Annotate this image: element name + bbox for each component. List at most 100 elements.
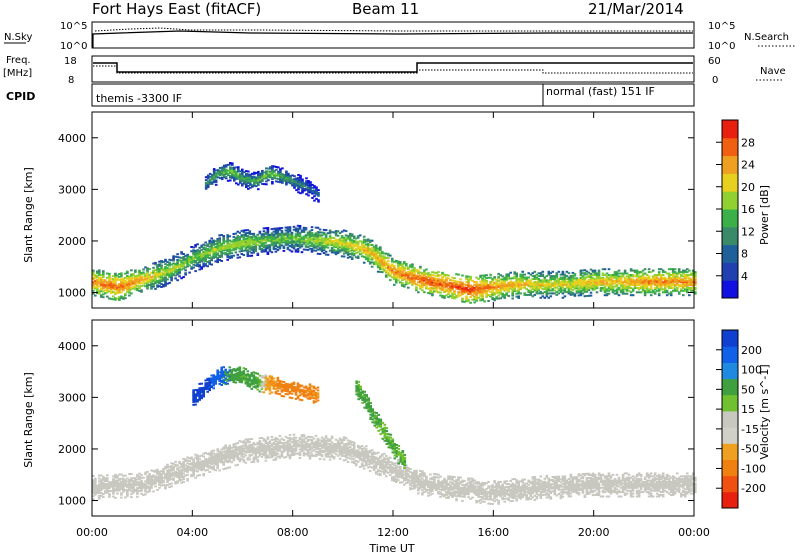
scatter-cell <box>264 445 268 448</box>
scatter-cell <box>252 234 256 237</box>
scatter-cell <box>259 181 262 184</box>
scatter-cell <box>393 270 396 273</box>
scatter-cell <box>166 466 169 469</box>
scatter-cell <box>166 272 169 275</box>
scatter-cell <box>106 491 109 494</box>
scatter-cell <box>372 255 376 258</box>
scatter-cell <box>128 284 131 287</box>
scatter-cell <box>236 446 240 449</box>
scatter-cell <box>579 276 583 279</box>
scatter-cell <box>539 275 543 278</box>
scatter-cell <box>407 278 410 281</box>
scatter-cell <box>489 295 492 298</box>
scatter-cell <box>569 288 573 290</box>
scatter-cell <box>407 276 410 279</box>
scatter-cell <box>254 239 258 242</box>
scatter-cell <box>419 281 422 284</box>
scatter-cell <box>521 283 524 286</box>
scatter-cell <box>643 287 647 289</box>
scatter-cell <box>292 240 296 243</box>
scatter-cell <box>587 274 591 277</box>
scatter-cell <box>589 285 593 288</box>
scatter-cell <box>160 481 163 484</box>
scatter-cell <box>216 170 220 173</box>
scatter-cell <box>226 253 229 255</box>
scatter-cell <box>176 263 179 266</box>
scatter-cell <box>362 247 366 250</box>
scatter-cell <box>374 248 378 251</box>
scatter-cell <box>250 448 254 451</box>
scatter-cell <box>275 166 278 168</box>
scatter-cell <box>112 282 115 285</box>
scatter-cell <box>686 285 689 288</box>
scatter-cell <box>186 456 189 459</box>
scatter-cell <box>429 279 432 282</box>
scatter-cell <box>176 480 179 483</box>
scatter-cell <box>625 292 629 295</box>
scatter-cell <box>605 275 609 278</box>
scatter-cell <box>581 275 585 278</box>
scatter-cell <box>192 467 195 470</box>
scatter-cell <box>306 246 310 248</box>
scatter-cell <box>162 273 165 276</box>
scatter-cell <box>535 273 539 276</box>
scatter-cell <box>467 293 470 295</box>
scatter-cell <box>289 179 292 182</box>
scatter-cell <box>154 479 157 482</box>
scatter-cell <box>637 279 641 282</box>
scatter-cell <box>637 271 641 274</box>
scatter-cell <box>232 457 236 460</box>
scatter-cell <box>96 287 99 290</box>
scatter-cell <box>196 253 199 256</box>
scatter-cell <box>318 234 322 237</box>
scatter-cell <box>204 186 208 189</box>
scatter-cell <box>180 264 183 267</box>
scatter-cell <box>565 270 569 273</box>
scatter-cell <box>527 285 530 288</box>
scatter-cell <box>247 180 250 183</box>
scatter-cell <box>297 181 300 184</box>
scatter-cell <box>226 174 230 176</box>
scatter-cell <box>124 496 127 499</box>
scatter-cell <box>593 284 597 287</box>
scatter-cell <box>294 243 298 246</box>
scatter-cell <box>150 482 153 485</box>
scatter-cell <box>288 229 292 232</box>
scatter-cell <box>190 246 193 248</box>
scatter-cell <box>138 278 141 281</box>
scatter-cell <box>669 284 673 287</box>
scatter-cell <box>495 278 498 281</box>
scatter-cell <box>451 285 454 288</box>
scatter-cell <box>537 286 541 289</box>
scatter-cell <box>200 253 203 256</box>
scatter-cell <box>627 287 631 289</box>
scatter-cell <box>453 281 456 284</box>
scatter-cell <box>421 273 424 276</box>
scatter-cell <box>481 283 484 286</box>
scatter-cell <box>252 442 256 445</box>
scatter-cell <box>495 289 498 291</box>
scatter-cell <box>140 277 143 280</box>
scatter-cell <box>465 278 468 281</box>
scatter-cell <box>342 246 346 249</box>
scatter-cell <box>108 481 111 484</box>
scatter-cell <box>180 474 183 477</box>
scatter-cell <box>537 289 541 292</box>
scatter-cell <box>399 277 402 280</box>
scatter-cell <box>228 239 232 242</box>
scatter-cell <box>537 288 541 291</box>
scatter-cell <box>100 489 103 491</box>
scatter-cell <box>509 283 512 286</box>
scatter-cell <box>623 272 627 275</box>
scatter-cell <box>595 275 599 278</box>
scatter-cell <box>441 281 444 284</box>
scatter-cell <box>364 258 368 260</box>
scatter-cell <box>682 282 685 285</box>
scatter-cell <box>214 246 217 248</box>
scatter-cell <box>317 191 320 194</box>
scatter-cell <box>180 481 183 484</box>
scatter-cell <box>348 241 352 244</box>
scatter-cell <box>529 291 533 293</box>
scatter-cell <box>579 284 583 287</box>
scatter-cell <box>212 168 216 171</box>
